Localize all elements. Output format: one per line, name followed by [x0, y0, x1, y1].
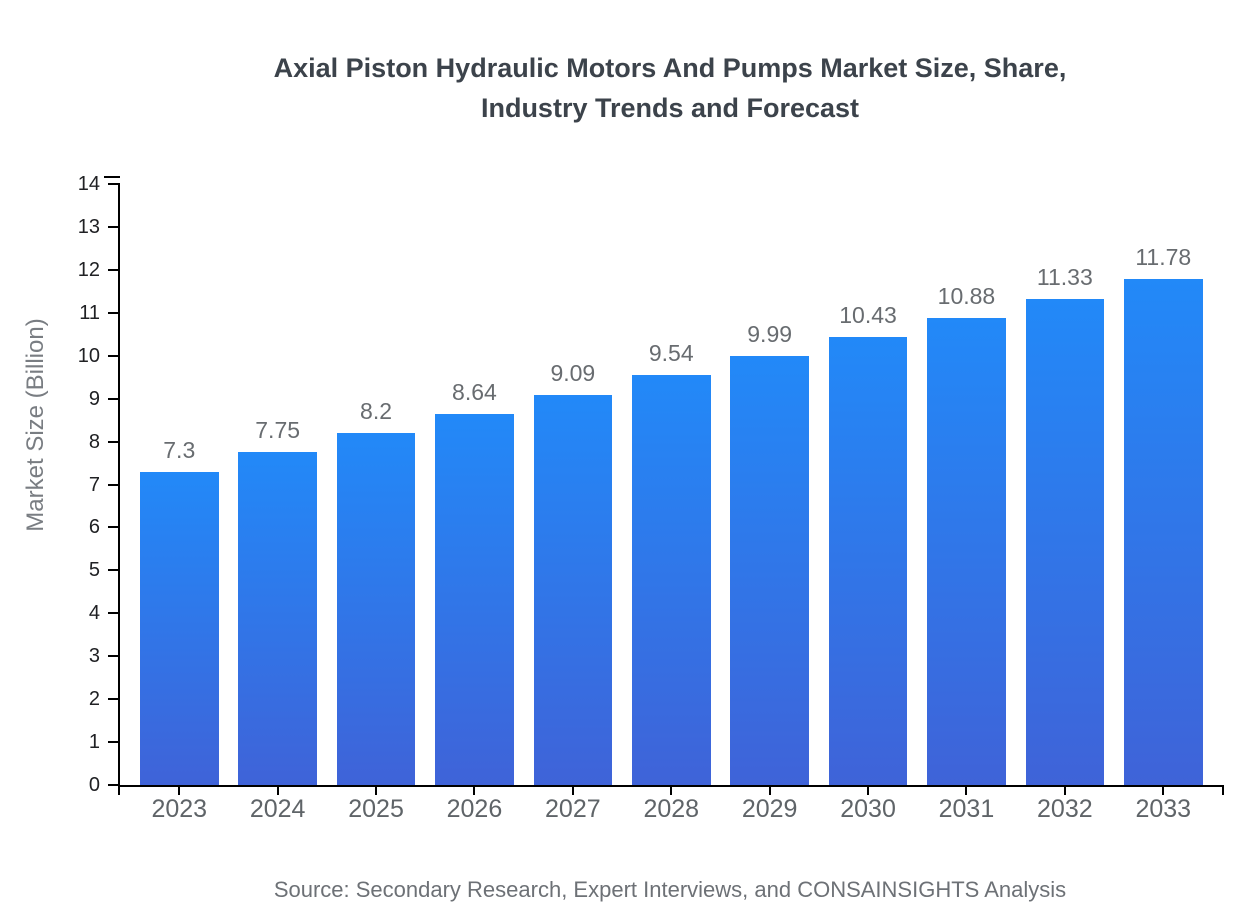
y-axis-tick: [108, 440, 120, 443]
bar-value-label: 10.88: [937, 282, 996, 309]
y-axis-end-cap: [104, 176, 120, 178]
bar-value-label: 8.64: [452, 379, 497, 406]
y-axis-tick-label: 4: [88, 602, 100, 625]
bar: [730, 356, 809, 785]
y-axis-tick-label: 13: [77, 215, 100, 238]
x-axis-tick: [1162, 787, 1165, 795]
y-axis-tick-label: 2: [88, 688, 100, 711]
y-axis-tick-label: 14: [77, 173, 100, 195]
bar: [336, 433, 416, 785]
y-axis-tick: [108, 483, 120, 486]
y-axis-tick: [108, 526, 120, 529]
bar: [828, 337, 908, 785]
y-axis-tick-label: 0: [88, 774, 100, 796]
plot-area: 7.3 7.75 8.2 8.64 9.09 9.54 9.99 10.43 10.88 11.3…: [78, 174, 1224, 822]
y-axis-tick: [108, 655, 120, 658]
x-axis-tick-label: 2030: [840, 795, 896, 823]
y-axis-tick: [108, 268, 120, 271]
x-axis-tick: [867, 787, 870, 795]
y-axis-tick: [108, 698, 120, 701]
y-axis-tick-label: 10: [77, 344, 100, 367]
x-axis-left-cap: [118, 787, 120, 795]
y-axis-tick: [108, 569, 120, 572]
bar-value-label: 7.75: [255, 417, 301, 444]
y-axis-tick: [108, 397, 120, 400]
bar-value-label: 11.33: [1036, 263, 1093, 290]
x-axis-tick: [178, 787, 181, 795]
x-axis-tick-label: 2033: [1135, 795, 1192, 823]
y-axis-tick-label: 8: [88, 430, 100, 453]
x-axis-tick-label: 2028: [643, 795, 700, 823]
y-axis-tick: [108, 354, 120, 357]
bar-value-label: 9.09: [550, 359, 596, 386]
source-note: Source: Secondary Research, Expert Inter…: [273, 877, 1067, 902]
x-axis-tick: [375, 787, 378, 795]
x-axis-tick-label: 2023: [151, 795, 208, 823]
y-axis-tick-label: 9: [88, 387, 100, 410]
x-axis-tick: [276, 787, 279, 795]
bar: [927, 317, 1006, 785]
y-axis-tick: [108, 741, 120, 744]
bar: [533, 394, 613, 785]
x-axis-right-cap: [1222, 787, 1224, 795]
x-axis-tick: [965, 787, 968, 795]
y-axis-tick-label: 6: [88, 516, 100, 539]
y-axis-tick-label: 5: [88, 559, 100, 582]
x-axis-tick-label: 2025: [348, 795, 404, 823]
x-axis-tick: [1063, 787, 1066, 795]
x-axis-tick-label: 2032: [1037, 795, 1093, 823]
y-axis-tick-label: 3: [88, 645, 100, 668]
bar: [1025, 298, 1105, 785]
y-axis-tick: [108, 225, 120, 228]
bar-value-label: 7.3: [163, 436, 196, 463]
x-axis-tick: [473, 787, 476, 795]
y-axis-tick: [108, 612, 120, 615]
x-axis-tick-label: 2027: [545, 795, 601, 823]
x-axis-tick: [571, 787, 574, 795]
y-axis-tick: [108, 183, 120, 185]
bar: [632, 375, 711, 785]
bar: [140, 471, 219, 785]
bar-value-label: 9.99: [747, 321, 793, 348]
x-axis-tick-label: 2031: [938, 795, 995, 823]
bar-value-label: 11.78: [1135, 244, 1192, 271]
bar: [435, 414, 514, 785]
bar-value-label: 10.43: [839, 302, 897, 329]
x-axis-tick-label: 2026: [446, 795, 503, 823]
bar: [238, 452, 317, 785]
y-axis-tick: [108, 311, 120, 314]
bar: [1124, 279, 1203, 785]
y-axis-tick-label: 1: [88, 731, 100, 754]
x-axis-tick-label: 2029: [741, 795, 798, 823]
chart-title: Axial Piston Hydraulic Motors And Pumps …: [273, 53, 1067, 123]
bar-value-label: 9.54: [648, 340, 694, 367]
y-axis-tick-label: 11: [79, 301, 100, 324]
y-axis-tick: [108, 784, 120, 786]
bar-value-label: 8.2: [360, 398, 393, 424]
x-axis-tick: [670, 787, 673, 795]
y-axis-tick-label: 12: [77, 258, 100, 281]
x-axis-tick-label: 2024: [249, 795, 306, 823]
y-axis-tick-label: 7: [88, 473, 100, 496]
y-axis-title: Market Size (Billion): [22, 318, 49, 532]
x-axis-tick: [768, 787, 771, 795]
